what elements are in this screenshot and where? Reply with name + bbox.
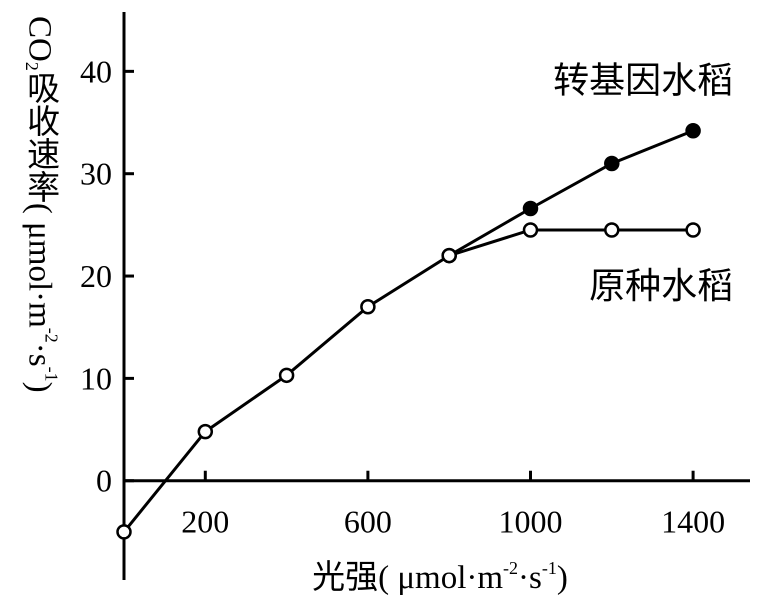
data-point	[522, 222, 539, 238]
y-tick-label: 0	[96, 463, 112, 499]
data-point	[604, 222, 620, 238]
x-label-part: 光强( μmol·m	[312, 559, 503, 596]
y-label-part: -2	[41, 327, 62, 343]
data-point	[685, 122, 701, 139]
y-label-part: -1	[41, 366, 62, 382]
x-tick-label: 200	[181, 504, 229, 540]
data-point	[441, 247, 457, 264]
x-tick-label: 1400	[661, 504, 725, 540]
x-label-part: -2	[503, 558, 518, 578]
y-tick-label: 20	[80, 258, 112, 294]
y-tick-label: 10	[80, 360, 112, 396]
data-point	[522, 200, 539, 217]
data-point	[604, 155, 620, 172]
y-axis-label: CO2吸收速率( μmol·m-2·s-1)	[14, 16, 70, 596]
data-point	[360, 298, 376, 315]
data-point	[685, 222, 701, 238]
series-line	[122, 228, 694, 533]
y-label-part: CO	[21, 16, 58, 62]
data-point	[278, 367, 295, 384]
x-label-part: ·s	[518, 560, 542, 596]
x-label-part: )	[557, 560, 568, 596]
x-tick-label: 1000	[498, 504, 562, 540]
data-point	[197, 423, 214, 440]
y-tick-label: 40	[80, 53, 112, 89]
y-label-part: )	[21, 381, 58, 393]
y-label-part: ·s	[21, 342, 58, 367]
series-label: 原种水稻	[589, 266, 733, 306]
x-label-part: -1	[542, 558, 557, 578]
series-label: 转基因水稻	[553, 61, 733, 101]
data-point	[116, 524, 132, 540]
series-line	[448, 129, 694, 257]
y-label-part: 吸收速率( μmol·m	[21, 70, 58, 328]
y-label-part: 2	[22, 61, 42, 71]
x-tick-label: 600	[344, 504, 392, 540]
x-axis-label: 光强( μmol·m-2·s-1)	[312, 558, 568, 596]
y-tick-label: 30	[80, 156, 112, 192]
